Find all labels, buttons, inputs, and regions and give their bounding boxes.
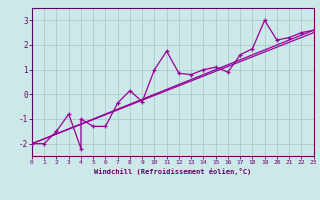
X-axis label: Windchill (Refroidissement éolien,°C): Windchill (Refroidissement éolien,°C) [94, 168, 252, 175]
